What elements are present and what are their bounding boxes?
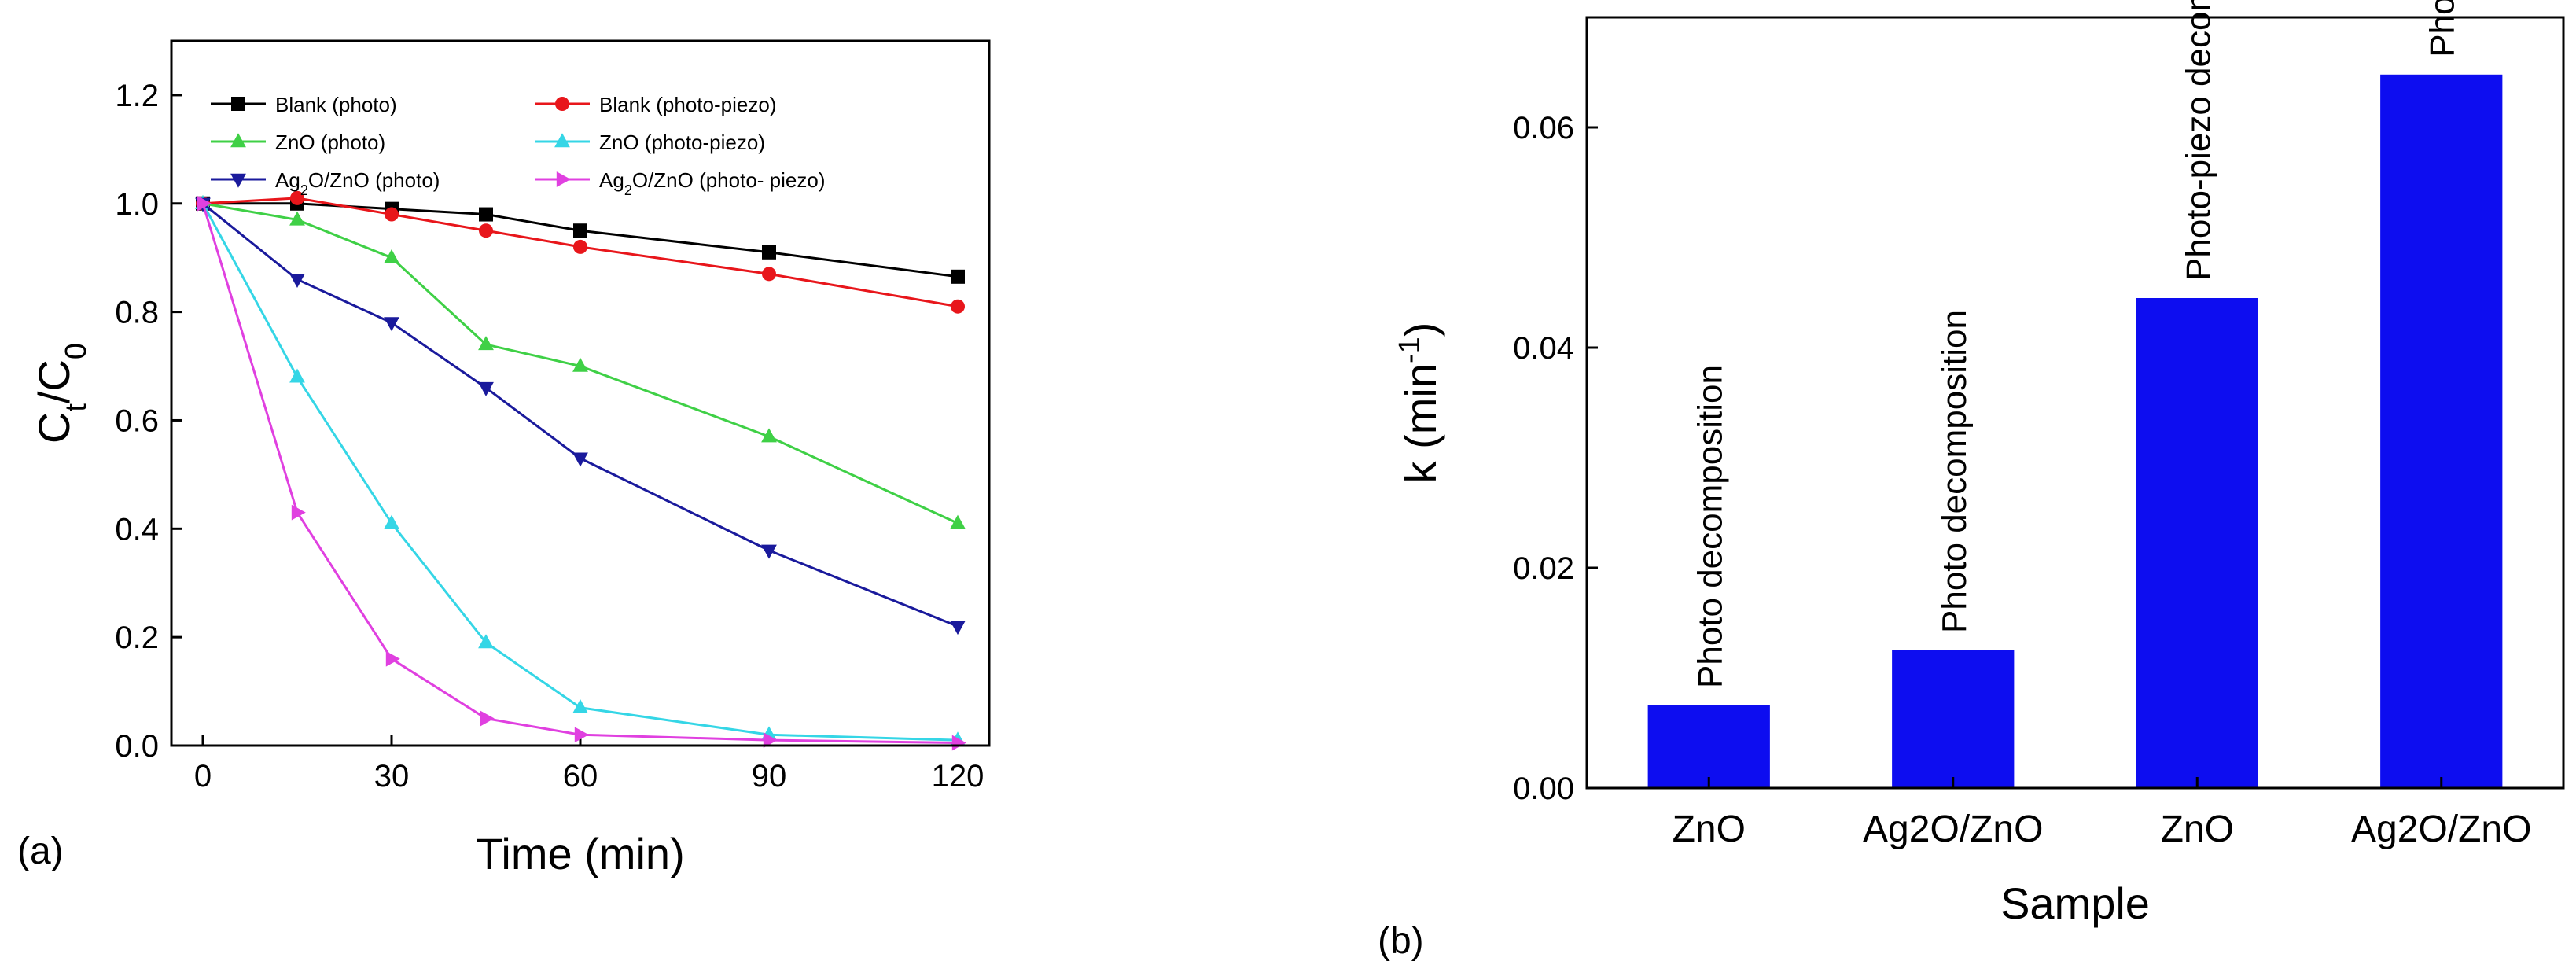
y-tick-label: 0.02 [1513,551,1574,586]
panel-b-label: (b) [1378,920,1424,962]
data-point [950,514,966,529]
data-point [290,190,304,205]
data-point [385,207,399,222]
panel-a-y-axis-label: Ct/C0 [29,343,93,444]
data-point [762,267,776,282]
data-point [761,428,777,443]
y-tick-label: 0.4 [115,512,159,547]
legend-marker [230,173,246,188]
x-tick-label: 0 [194,759,212,794]
data-point [384,249,399,263]
category-label: Ag2O/ZnO [1863,808,2043,850]
data-point [572,357,588,372]
panel-a-series [195,190,966,751]
data-point [572,452,588,467]
legend-marker [556,171,571,187]
y-tick-label: 0.00 [1513,772,1574,806]
legend-marker [230,133,246,148]
y-tick-label: 1.2 [115,79,159,113]
data-point [951,735,966,751]
legend-marker [555,97,569,111]
data-point [480,710,495,727]
legend-label: Blank (photo) [275,93,397,116]
panel-b-bar-chart: ZnO Photo decomposition Ag2O/ZnO Photo deco… [1378,0,2565,962]
panel-a-line-chart: 0 30 60 90 120 0.0 0.2 0.4 0.6 0.8 1.0 1.2 Blank (p… [17,39,991,878]
y-tick-label: 0.06 [1513,111,1574,145]
panel-b-plot-frame [1585,16,2565,790]
data-point [291,504,306,521]
data-point [761,544,777,559]
data-point [479,223,493,238]
bar-annotation: Photo decomposition [1691,365,1729,688]
panel-a-x-axis-label: Time (min) [476,829,684,878]
category-label: ZnO [2161,808,2234,850]
bar-annotation: Photo decomposition [1935,310,1974,633]
y-tick-label: 0.8 [115,296,159,330]
series-line [201,203,959,745]
bar-annotation: Photo-piezo decomposition [2423,0,2462,57]
legend-label: ZnO (photo-piezo) [599,131,765,154]
data-point [478,634,494,649]
legend-marker [554,133,570,148]
data-point [289,274,305,289]
bar [1892,650,2015,788]
data-point [950,621,966,635]
data-point [574,727,589,743]
data-point [573,239,587,254]
bar-annotation: Photo-piezo decomposition [2179,0,2217,281]
data-point [197,195,212,212]
category-label: ZnO [1673,808,1746,850]
data-point [478,336,494,351]
y-tick-label: 0.04 [1513,331,1574,366]
y-tick-label: 0.2 [115,621,159,655]
data-point [951,299,965,314]
y-tick-label: 1.0 [115,187,159,222]
panel-b-y-axis-label: k (min-1) [1393,322,1445,484]
x-tick-label: 30 [374,759,410,794]
data-point [572,698,588,713]
legend-label: Blank (photo-piezo) [599,93,776,116]
y-tick-label: 0.6 [115,403,159,438]
data-point [289,211,305,226]
bar [1647,705,1770,788]
category-label: Ag2O/ZnO [2351,808,2531,850]
bar [2136,298,2258,788]
data-point [762,245,776,260]
panel-a-label: (a) [17,831,64,872]
data-point [573,223,587,238]
panel-a-legend: Blank (photo) Blank (photo-piezo) ZnO (pho… [211,93,825,198]
legend-label: Ag2O/ZnO (photo- piezo) [599,168,825,198]
series-line [202,202,959,628]
data-point [479,207,493,222]
panel-b-ticks: 0.00 0.02 0.04 0.06 [1513,111,1598,806]
data-point [385,650,400,667]
panel-b-x-axis-label: Sample [2000,878,2150,928]
data-point [763,732,778,749]
y-tick-label: 0.0 [115,729,159,764]
data-point [289,368,305,383]
panel-b-bars: ZnO Photo decomposition Ag2O/ZnO Photo deco… [1647,0,2531,850]
bar [2380,74,2503,789]
legend-label: Ag2O/ZnO (photo) [275,168,440,198]
data-point [951,269,965,284]
x-tick-label: 90 [752,759,787,794]
data-point [384,317,399,332]
legend-label: ZnO (photo) [275,131,385,154]
x-tick-label: 120 [932,759,984,794]
panel-a-plot-frame [170,39,991,747]
x-tick-label: 60 [563,759,598,794]
data-point [384,514,399,529]
panel-a-ticks: 0 30 60 90 120 0.0 0.2 0.4 0.6 0.8 1.0 1.2 [115,79,984,794]
legend-marker [231,97,245,111]
data-point [478,381,494,396]
